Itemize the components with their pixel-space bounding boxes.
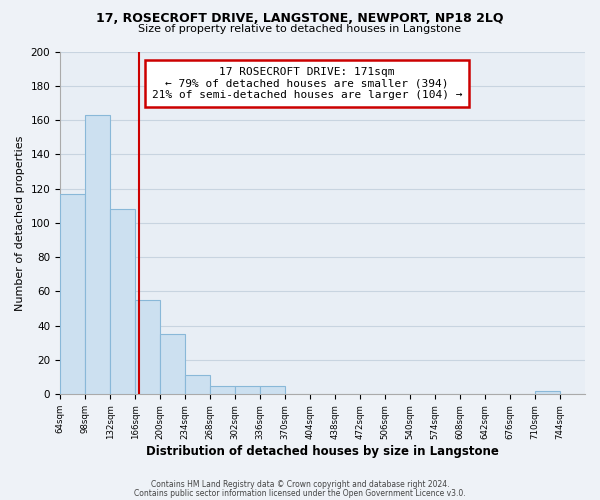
- X-axis label: Distribution of detached houses by size in Langstone: Distribution of detached houses by size …: [146, 444, 499, 458]
- Text: 17 ROSECROFT DRIVE: 171sqm
← 79% of detached houses are smaller (394)
21% of sem: 17 ROSECROFT DRIVE: 171sqm ← 79% of deta…: [152, 67, 462, 100]
- Y-axis label: Number of detached properties: Number of detached properties: [15, 135, 25, 310]
- Bar: [235, 386, 260, 394]
- Text: 17, ROSECROFT DRIVE, LANGSTONE, NEWPORT, NP18 2LQ: 17, ROSECROFT DRIVE, LANGSTONE, NEWPORT,…: [96, 12, 504, 26]
- Bar: [260, 386, 285, 394]
- Bar: [535, 391, 560, 394]
- Bar: [61, 194, 85, 394]
- Bar: [110, 209, 135, 394]
- Bar: [185, 376, 210, 394]
- Bar: [136, 300, 160, 394]
- Text: Contains HM Land Registry data © Crown copyright and database right 2024.: Contains HM Land Registry data © Crown c…: [151, 480, 449, 489]
- Text: Contains public sector information licensed under the Open Government Licence v3: Contains public sector information licen…: [134, 488, 466, 498]
- Bar: [160, 334, 185, 394]
- Bar: [211, 386, 235, 394]
- Text: Size of property relative to detached houses in Langstone: Size of property relative to detached ho…: [139, 24, 461, 34]
- Bar: [85, 115, 110, 394]
